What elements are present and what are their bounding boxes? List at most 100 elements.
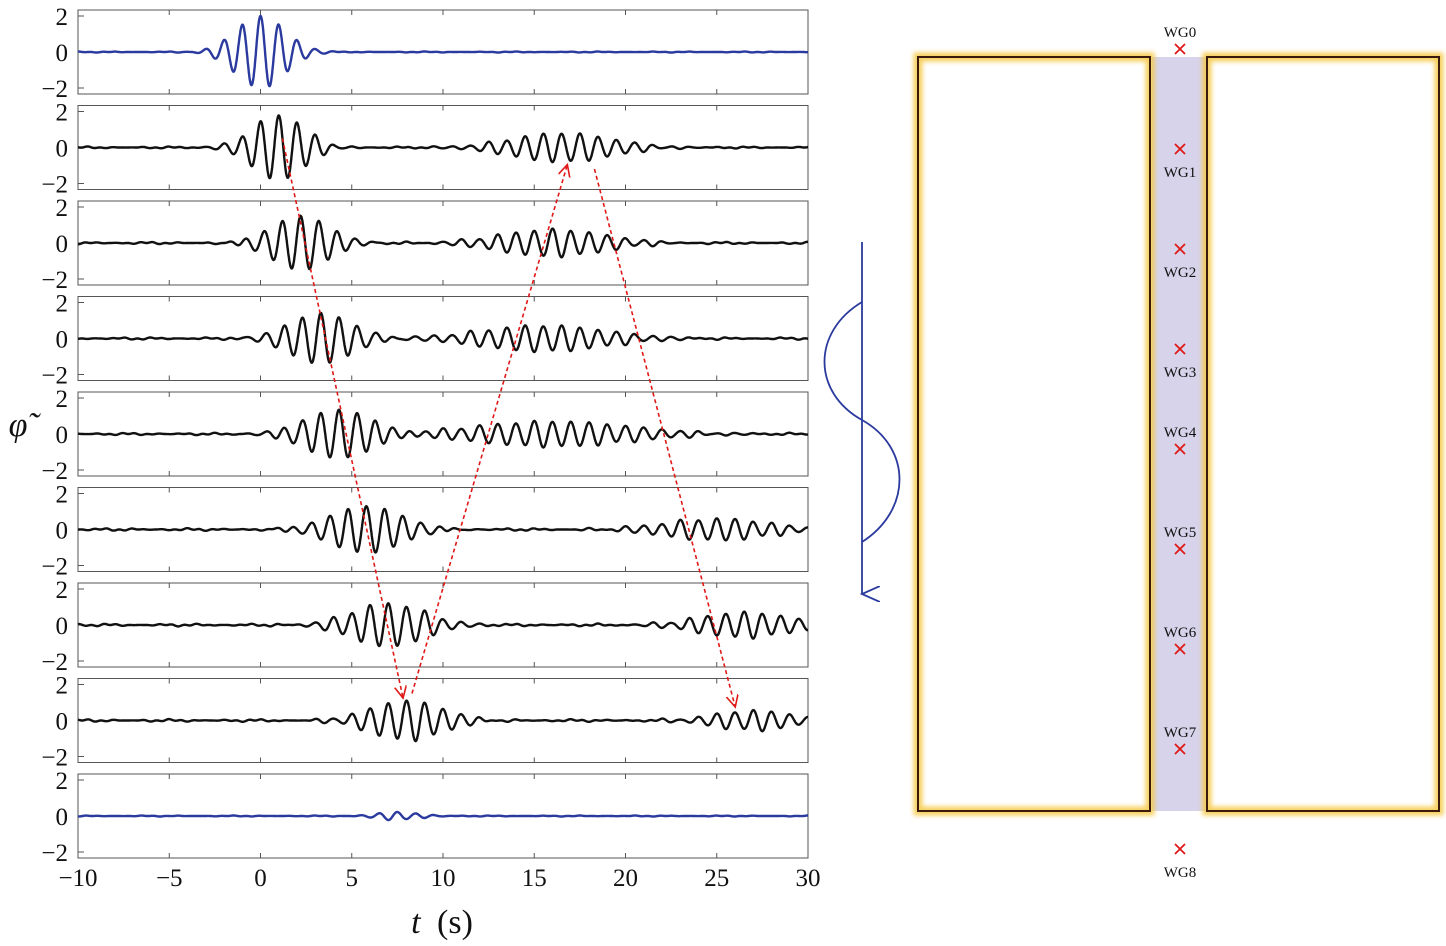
y-tick-label: −2 <box>41 840 68 867</box>
y-tick-label: 2 <box>56 482 69 509</box>
y-tick-label: 0 <box>56 40 69 67</box>
wave-packet-arrows <box>281 138 735 707</box>
gauge-label: WG0 <box>1164 25 1197 41</box>
gauge-label: WG3 <box>1164 365 1197 381</box>
x-tick-label: 30 <box>796 865 821 892</box>
y-tick-label: −2 <box>41 554 68 581</box>
propagation-direction-indicator <box>823 242 901 594</box>
y-tick-label: 0 <box>56 327 69 354</box>
gauge-label: WG2 <box>1164 265 1197 281</box>
x-tick-label: 15 <box>522 865 547 892</box>
wave-packet-arrow <box>411 166 567 694</box>
series-line-wg7 <box>77 699 809 743</box>
panel-wg7 <box>77 678 809 763</box>
wave-gauge-wg5: WG5 <box>1164 525 1197 555</box>
wave-gauges: WG0 WG1 WG2 WG3 WG4 WG5 WG6 WG7 WG8 <box>1164 25 1197 881</box>
gauge-cross-icon <box>1174 243 1186 255</box>
y-tick-label: −2 <box>41 363 68 390</box>
y-tick-label: 0 <box>56 136 69 163</box>
series-line-wg8 <box>78 810 808 822</box>
channel-schematic: WG0 WG1 WG2 WG3 WG4 WG5 WG6 WG7 WG8 <box>913 25 1444 881</box>
wave-gauge-wg2: WG2 <box>1164 243 1197 281</box>
y-tick-label: 0 <box>56 231 69 258</box>
y-tick-label: 0 <box>56 613 69 640</box>
gauge-cross-icon <box>1174 443 1186 455</box>
y-tick-label: −2 <box>41 172 68 199</box>
x-axis-label-symbol: t <box>411 904 422 941</box>
gauge-cross-icon <box>1174 743 1186 755</box>
y-tick-label: 0 <box>56 518 69 545</box>
y-tick-label: 2 <box>56 386 69 413</box>
x-tick-label: −5 <box>156 865 183 892</box>
wave-gauge-wg6: WG6 <box>1164 625 1197 655</box>
y-tick-labels: 20−220−220−220−220−220−220−220−220−2 <box>41 4 68 867</box>
y-tick-label: 2 <box>56 195 69 222</box>
y-axis-label: φ̃ <box>9 407 42 444</box>
wave-packet-arrow <box>593 168 735 706</box>
series-line-wg3 <box>77 311 808 364</box>
x-axis-label-unit: (s) <box>437 904 473 941</box>
series-line-wg5 <box>78 504 808 554</box>
y-tick-label: −2 <box>41 267 68 294</box>
y-tick-label: 2 <box>56 4 69 31</box>
gauge-cross-icon <box>1174 43 1186 55</box>
panel-wg3 <box>77 296 809 381</box>
x-tick-labels: −10 −5 0 5 10 15 20 25 30 <box>58 865 820 892</box>
x-tick-label: 5 <box>346 865 359 892</box>
y-tick-label: −2 <box>41 745 68 772</box>
panel-wg6 <box>77 582 809 668</box>
gauge-label: WG6 <box>1164 625 1197 641</box>
wave-gauge-wg7: WG7 <box>1164 725 1197 755</box>
left-wall-glow <box>913 52 1155 816</box>
wave-gauge-wg4: WG4 <box>1164 425 1197 455</box>
gauge-label: WG7 <box>1164 725 1197 741</box>
gauge-cross-icon <box>1174 143 1186 155</box>
y-tick-label: 2 <box>56 768 69 795</box>
y-tick-label: −2 <box>41 76 68 103</box>
gauge-cross-icon <box>1174 343 1186 355</box>
wave-gauge-wg0: WG0 <box>1164 25 1197 55</box>
channel-strip <box>1152 57 1207 811</box>
gauge-cross-icon <box>1174 843 1186 855</box>
gauge-label: WG8 <box>1164 865 1197 881</box>
mode-shape-curve <box>823 301 901 543</box>
y-tick-label: 0 <box>56 709 69 736</box>
x-tick-label: −10 <box>58 865 97 892</box>
gauge-cross-icon <box>1174 543 1186 555</box>
gauge-label: WG1 <box>1164 165 1197 181</box>
series-line-wg4 <box>78 408 808 459</box>
panel-wg8 <box>77 773 809 859</box>
x-tick-label: 25 <box>704 865 729 892</box>
y-tick-label: 2 <box>56 291 69 318</box>
gauge-cross-icon <box>1174 643 1186 655</box>
series-line-wg0 <box>78 14 808 88</box>
panel-wg4 <box>77 391 809 477</box>
right-wall-glow <box>1202 52 1444 816</box>
series-line-wg6 <box>77 602 808 648</box>
left-wall <box>917 56 1151 812</box>
gauge-label: WG5 <box>1164 525 1197 541</box>
series-line-wg1 <box>78 114 808 180</box>
gauge-label: WG4 <box>1164 425 1197 441</box>
y-tick-label: 2 <box>56 673 69 700</box>
y-tick-label: 2 <box>56 577 69 604</box>
y-tick-label: −2 <box>41 649 68 676</box>
wave-gauge-wg3: WG3 <box>1164 343 1197 381</box>
panel-wg1 <box>77 105 809 190</box>
series-line-wg2 <box>77 214 808 271</box>
x-axis-label: t (s) <box>411 904 473 941</box>
wave-gauge-wg8: WG8 <box>1164 843 1197 881</box>
x-tick-label: 0 <box>254 865 267 892</box>
y-tick-label: −2 <box>41 458 68 485</box>
y-tick-label: 2 <box>56 100 69 127</box>
y-tick-label: 0 <box>56 804 69 831</box>
wave-packet-arrow <box>281 138 402 698</box>
x-tick-label: 20 <box>613 865 638 892</box>
gauge-time-series-panels <box>77 9 809 859</box>
panel-wg0 <box>77 9 809 95</box>
y-tick-label: 0 <box>56 422 69 449</box>
panel-wg5 <box>77 487 809 572</box>
x-tick-label: 10 <box>431 865 456 892</box>
right-wall <box>1206 56 1440 812</box>
